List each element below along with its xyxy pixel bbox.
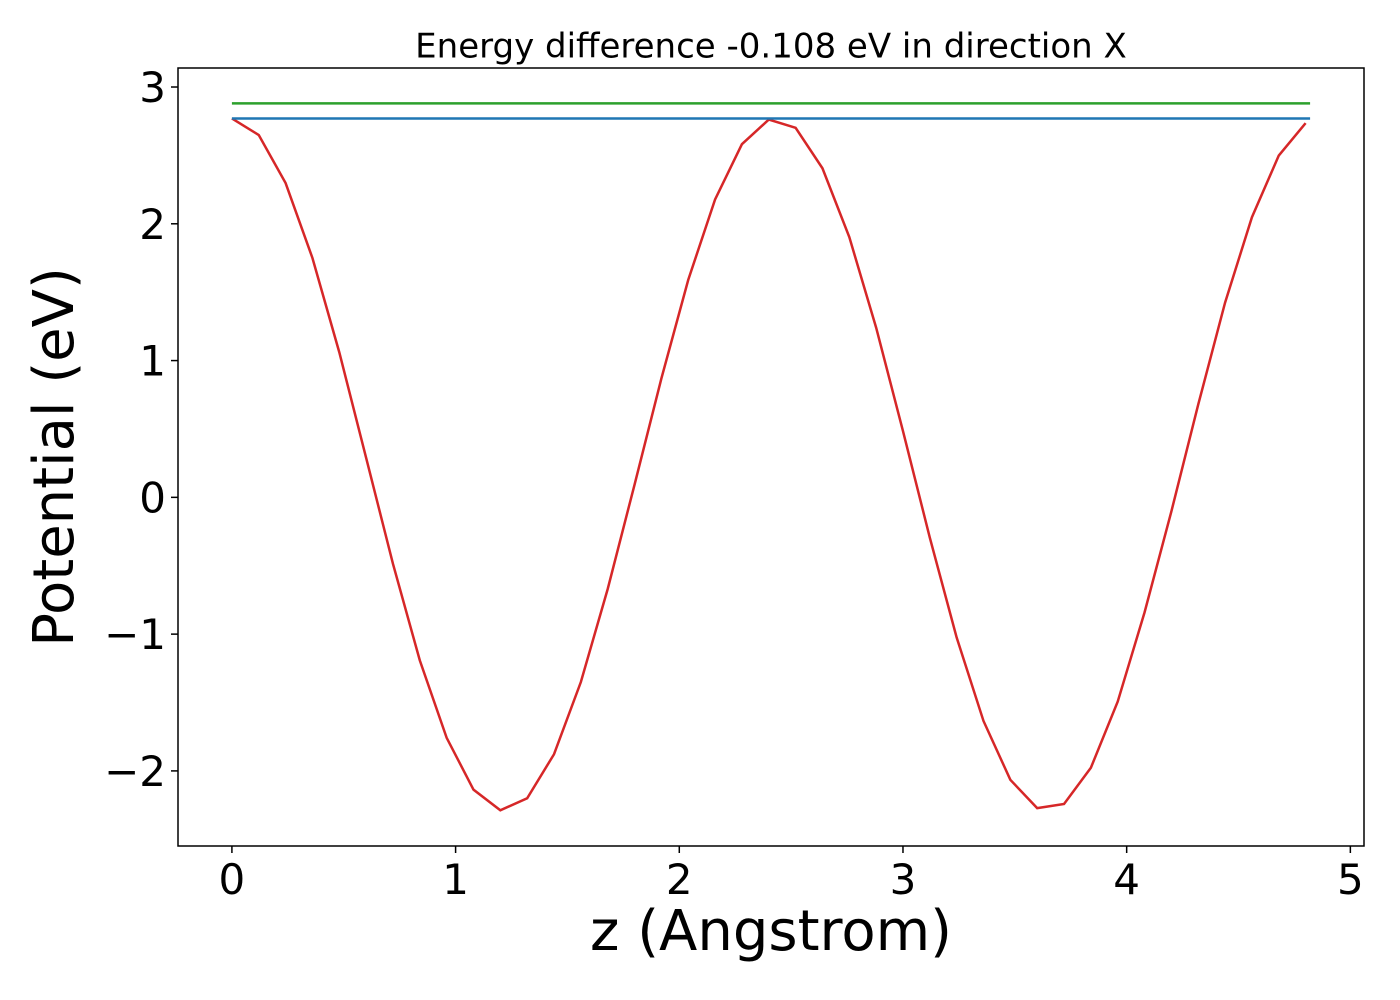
y-tick-label: 0 bbox=[139, 473, 166, 522]
x-tick-label: 4 bbox=[1113, 855, 1140, 904]
x-tick-label: 1 bbox=[442, 855, 469, 904]
y-tick-label: 3 bbox=[139, 63, 166, 112]
chart-title: Energy difference -0.108 eV in direction… bbox=[415, 27, 1127, 67]
plot-frame bbox=[177, 67, 1365, 847]
x-tick-label: 5 bbox=[1337, 855, 1364, 904]
y-tick-label: −1 bbox=[104, 610, 166, 659]
y-tick-label: 2 bbox=[139, 200, 166, 249]
x-axis-label: z (Angstrom) bbox=[590, 899, 952, 964]
x-tick-label: 3 bbox=[890, 855, 917, 904]
y-axis-label: Potential (eV) bbox=[22, 267, 87, 647]
y-tick-label: 1 bbox=[139, 337, 166, 386]
x-tick-label: 0 bbox=[219, 855, 246, 904]
y-tick-label: −2 bbox=[104, 747, 166, 796]
x-tick-label: 2 bbox=[666, 855, 693, 904]
line-series bbox=[231, 117, 1307, 812]
